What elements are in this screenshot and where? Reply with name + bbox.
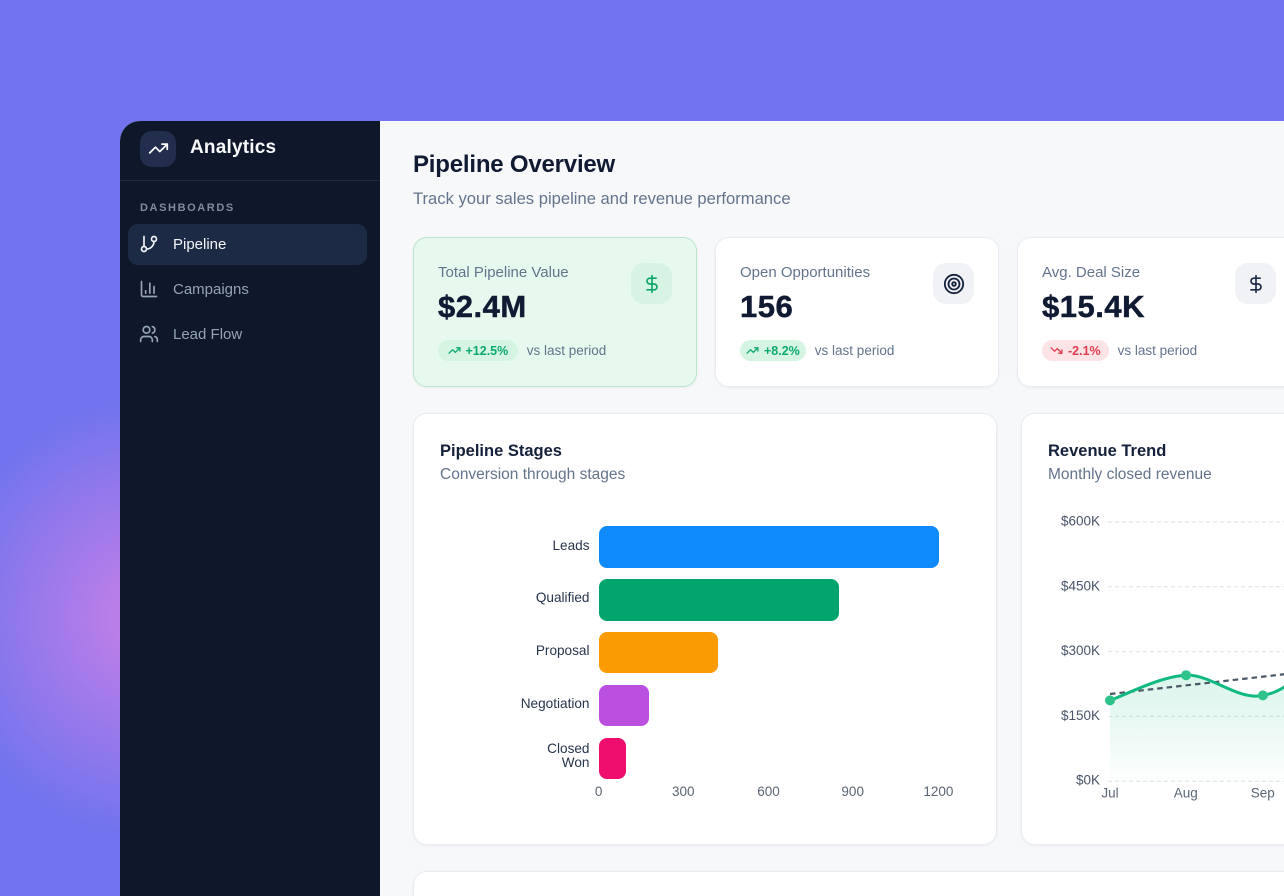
svg-text:$450K: $450K xyxy=(1061,578,1100,593)
svg-text:Aug: Aug xyxy=(1174,786,1198,801)
svg-text:$0K: $0K xyxy=(1076,773,1100,788)
svg-text:$600K: $600K xyxy=(1061,514,1100,529)
svg-text:$300K: $300K xyxy=(1061,643,1100,658)
svg-text:$150K: $150K xyxy=(1061,708,1100,723)
svg-text:Sep: Sep xyxy=(1251,786,1275,801)
svg-text:Jul: Jul xyxy=(1101,786,1118,801)
